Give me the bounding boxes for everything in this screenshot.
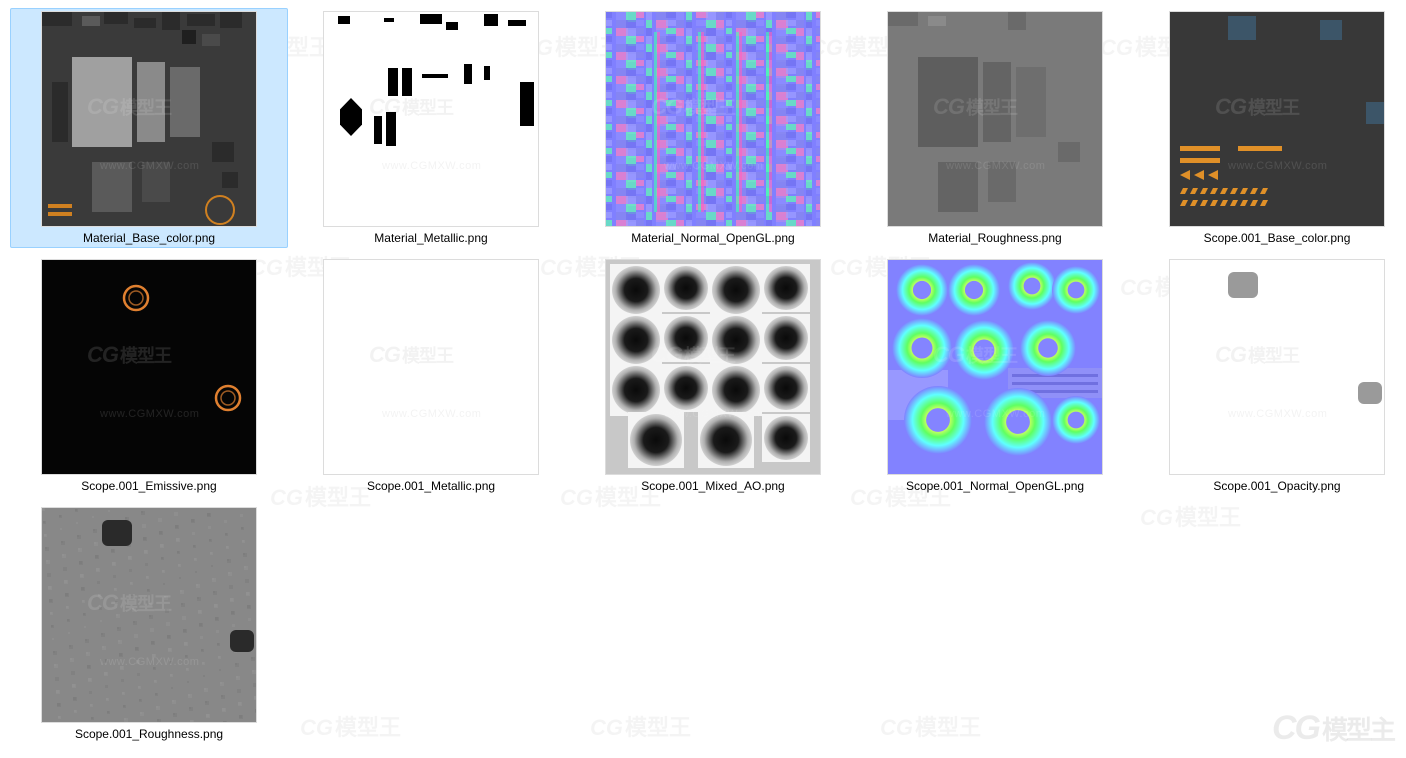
file-item[interactable]: CGwww.CGMXW.com Scope.001_Emissive.png xyxy=(10,256,288,496)
file-item[interactable]: CGwww.CGMXW.com Scope.001_Opacity.png xyxy=(1138,256,1406,496)
texture-thumbnail: CGwww.CGMXW.com xyxy=(887,11,1103,227)
texture-thumbnail: CGwww.CGMXW.com xyxy=(887,259,1103,475)
texture-thumbnail: CGwww.CGMXW.com xyxy=(1169,259,1385,475)
file-label: Material_Normal_OpenGL.png xyxy=(631,231,794,245)
thumbnail-grid: CGwww.CGMXW.comMaterial_Base_color.pngCG… xyxy=(10,8,1396,744)
texture-thumbnail: CGwww.CGMXW.com xyxy=(41,11,257,227)
texture-thumbnail: CGwww.CGMXW.com xyxy=(323,11,539,227)
file-label: Scope.001_Emissive.png xyxy=(81,479,216,493)
corner-watermark-logo: CG xyxy=(1272,709,1394,748)
file-label: Scope.001_Normal_OpenGL.png xyxy=(906,479,1084,493)
file-label: Scope.001_Metallic.png xyxy=(367,479,495,493)
file-item[interactable]: CGwww.CGMXW.com Material_Roughness.png xyxy=(856,8,1134,248)
file-item[interactable]: CGwww.CGMXW.com Scope.001_Metallic.png xyxy=(292,256,570,496)
file-label: Scope.001_Roughness.png xyxy=(75,727,223,741)
file-item[interactable]: CGwww.CGMXW.com Scope.001_Mixed_AO.png xyxy=(574,256,852,496)
texture-thumbnail: CGwww.CGMXW.com xyxy=(323,259,539,475)
file-item[interactable]: CGwww.CGMXW.com Scope.001_Normal_OpenGL.p… xyxy=(856,256,1134,496)
texture-thumbnail: CGwww.CGMXW.com xyxy=(41,259,257,475)
texture-thumbnail: CGwww.CGMXW.com xyxy=(605,11,821,227)
texture-thumbnail: CGwww.CGMXW.com xyxy=(605,259,821,475)
file-item[interactable]: CGwww.CGMXW.com Material_Base_color.png xyxy=(10,8,288,248)
file-label: Material_Metallic.png xyxy=(374,231,487,245)
file-label: Material_Base_color.png xyxy=(83,231,215,245)
file-label: Material_Roughness.png xyxy=(928,231,1061,245)
file-label: Scope.001_Base_color.png xyxy=(1204,231,1351,245)
file-item[interactable]: CGwww.CGMXW.com Material_Metallic.png xyxy=(292,8,570,248)
file-item[interactable]: CGwww.CGMXW.com Scope.001_Roughness.png xyxy=(10,504,288,744)
file-item[interactable]: CGwww.CGMXW.com Scope.001_Base_color.png xyxy=(1138,8,1406,248)
file-item[interactable]: CGwww.CGMXW.com Material_Normal_OpenGL.pn… xyxy=(574,8,852,248)
file-label: Scope.001_Opacity.png xyxy=(1213,479,1340,493)
texture-thumbnail: CGwww.CGMXW.com xyxy=(41,507,257,723)
file-label: Scope.001_Mixed_AO.png xyxy=(641,479,784,493)
texture-thumbnail: CGwww.CGMXW.com xyxy=(1169,11,1385,227)
